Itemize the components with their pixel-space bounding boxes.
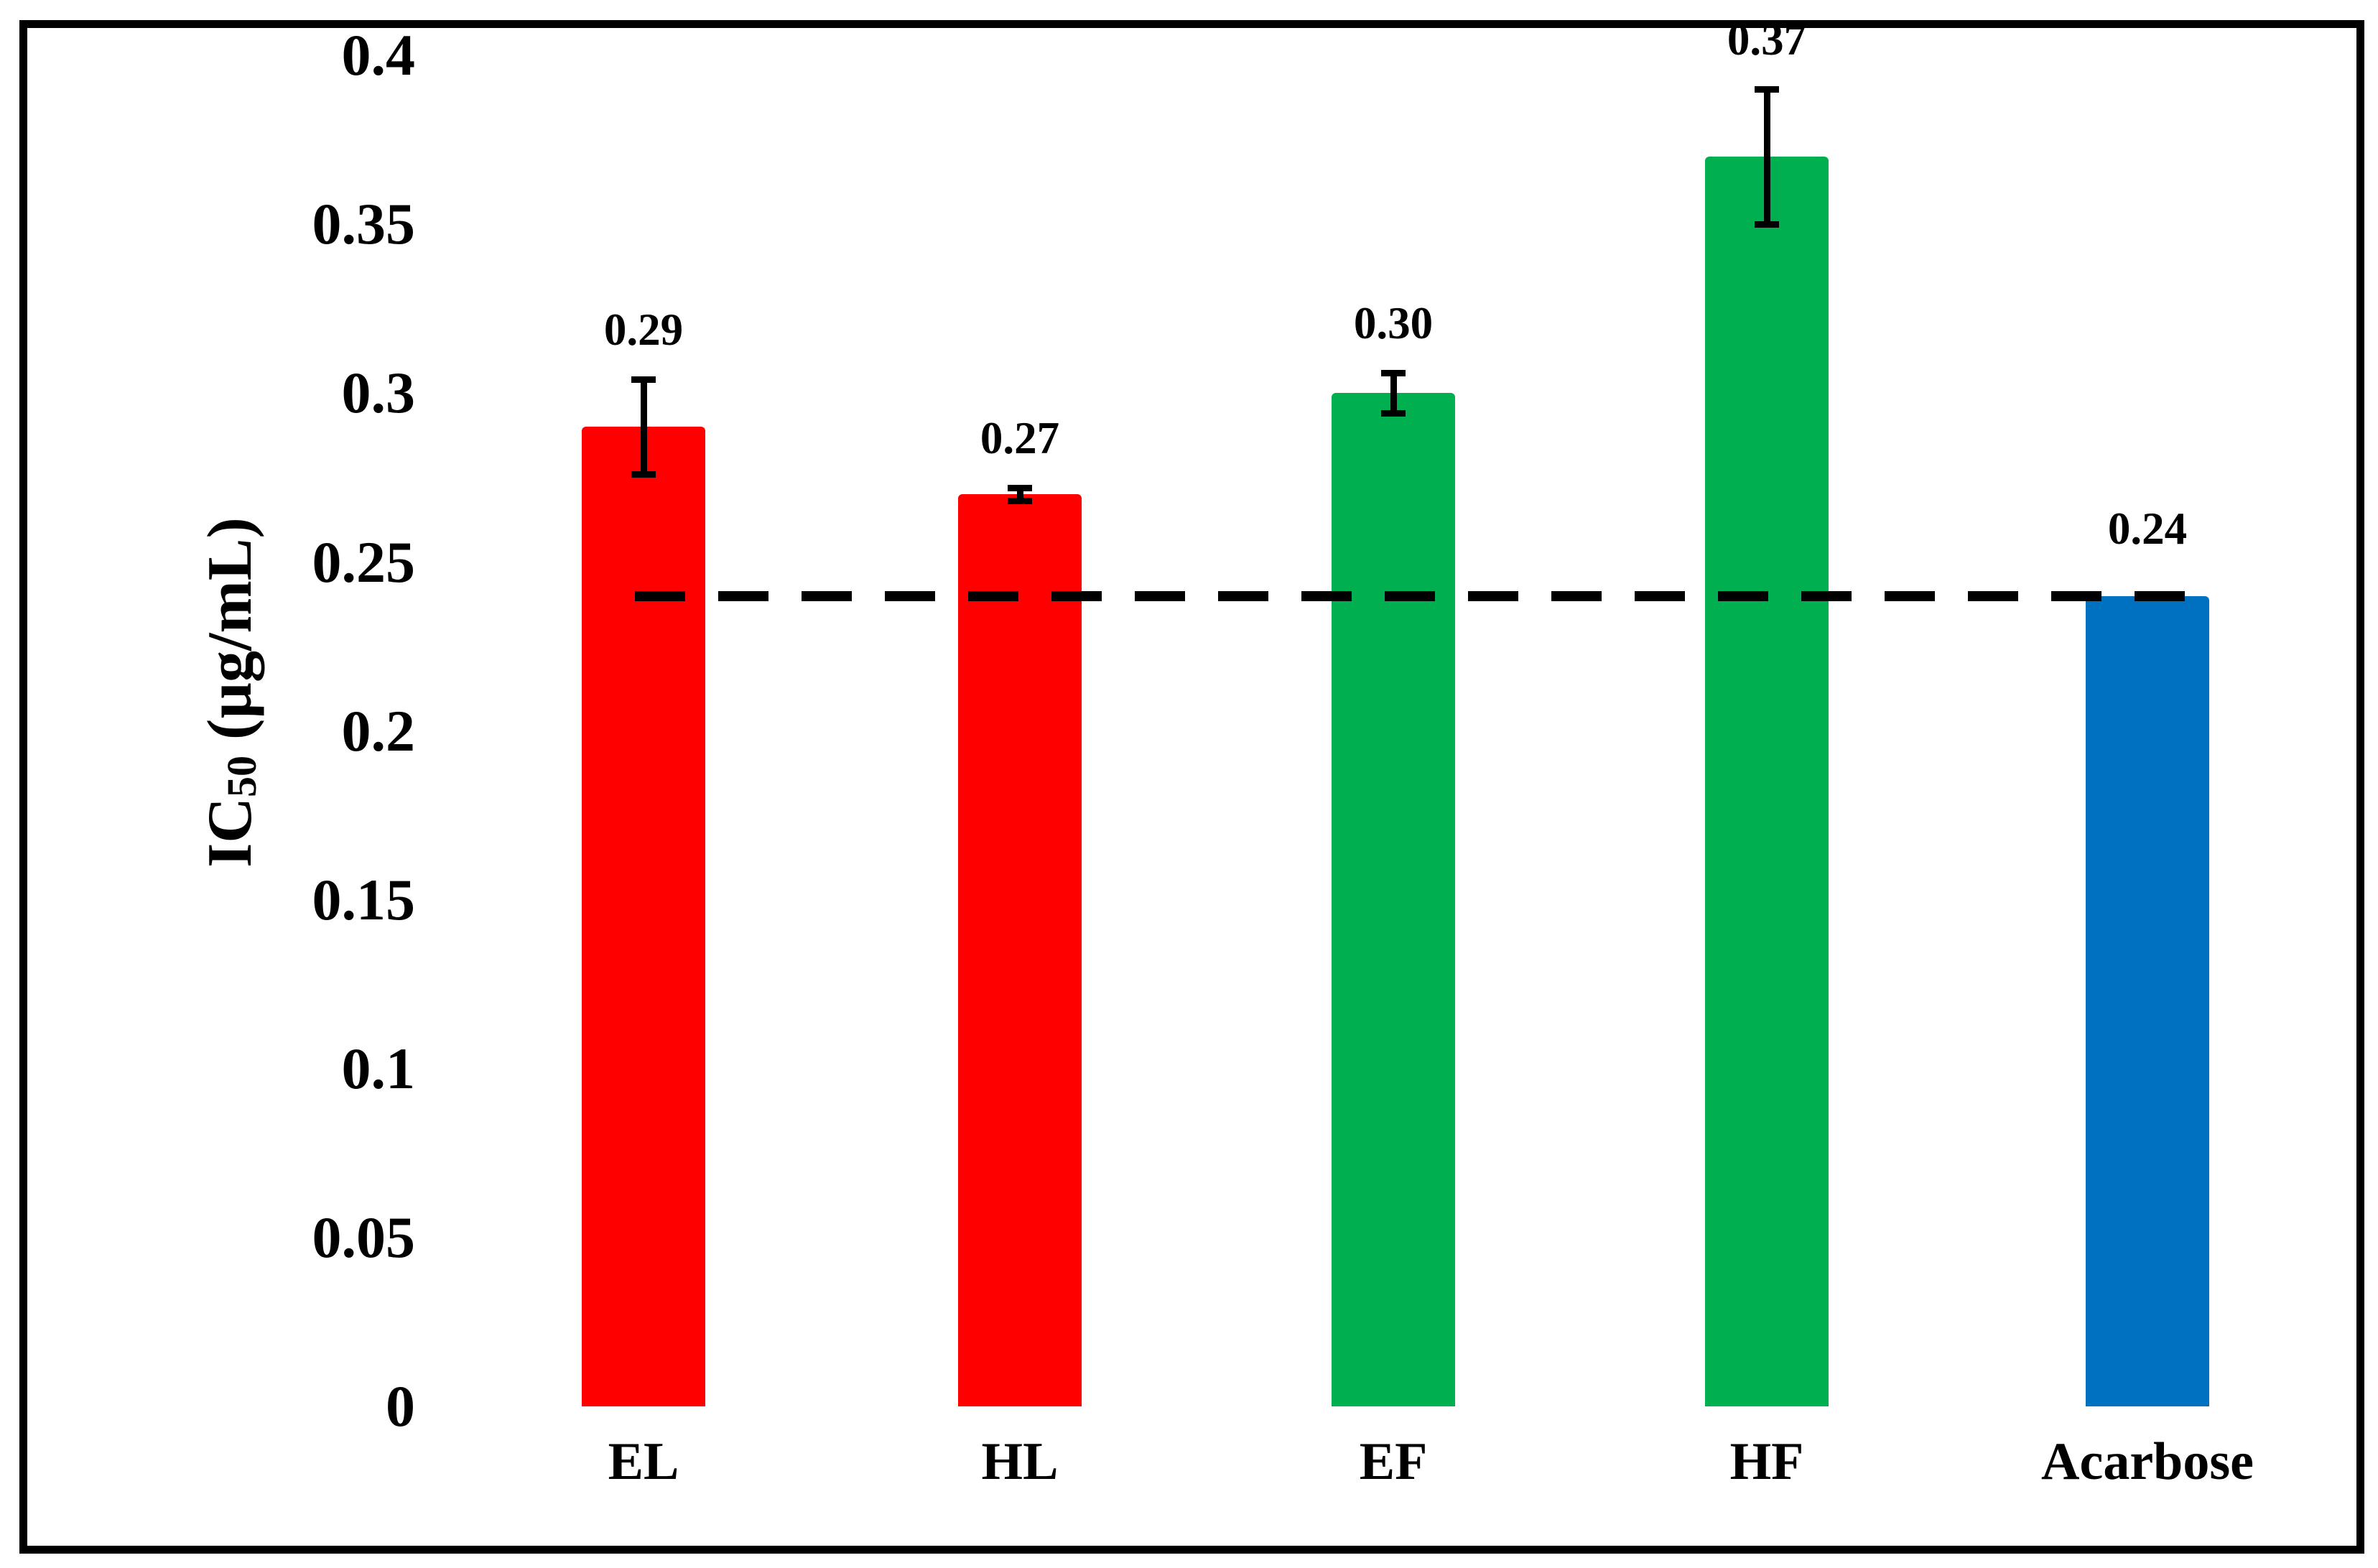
figure-border <box>19 20 2364 1554</box>
y-axis-title-units: (µg/mL) <box>195 517 265 756</box>
dashed-reference-line <box>635 590 2209 601</box>
error-bar-line <box>1763 89 1770 225</box>
error-bar-cap <box>1755 85 1779 93</box>
error-bar-cap <box>1381 369 1406 376</box>
y-tick-label: 0.4 <box>341 22 416 88</box>
error-bar-line <box>640 379 647 475</box>
y-tick-label: 0.25 <box>312 529 416 595</box>
bar-hl <box>958 494 1082 1406</box>
error-bar-line <box>1390 373 1397 414</box>
y-tick-label: 0.05 <box>312 1204 416 1270</box>
bar-value-label: 0.37 <box>1727 14 1807 65</box>
error-bar-cap <box>631 470 656 478</box>
bar-el <box>582 427 705 1406</box>
y-axis-title-text: IC <box>195 797 265 868</box>
error-bar-cap <box>1008 498 1032 505</box>
y-tick-label: 0.35 <box>312 191 416 257</box>
bar-value-label: 0.27 <box>980 412 1060 463</box>
error-bar-cap <box>1381 410 1406 417</box>
category-label: EF <box>1359 1432 1428 1491</box>
y-tick-label: 0 <box>386 1373 415 1439</box>
bar-acarbose <box>2086 595 2209 1406</box>
bar-value-label: 0.29 <box>603 305 684 356</box>
error-bar-line <box>1016 488 1023 501</box>
bar-ef <box>1332 393 1455 1406</box>
category-label: EL <box>608 1432 679 1491</box>
bar-hf <box>1705 157 1829 1406</box>
y-axis-title-subscript: 50 <box>218 755 265 798</box>
error-bar-cap <box>1008 484 1032 491</box>
error-bar-cap <box>1755 221 1779 228</box>
category-label: HF <box>1729 1432 1804 1491</box>
bar-value-label: 0.30 <box>1353 297 1434 348</box>
y-tick-label: 0.15 <box>312 866 416 932</box>
y-tick-label: 0.2 <box>341 697 416 764</box>
bar-value-label: 0.24 <box>2107 504 2188 555</box>
category-label: Acarbose <box>2041 1432 2254 1491</box>
y-tick-label: 0.3 <box>341 360 416 426</box>
error-bar-cap <box>631 376 656 384</box>
y-tick-label: 0.1 <box>341 1035 416 1101</box>
category-label: HL <box>981 1432 1059 1491</box>
y-axis-title: IC50 (µg/mL) <box>187 333 274 1052</box>
